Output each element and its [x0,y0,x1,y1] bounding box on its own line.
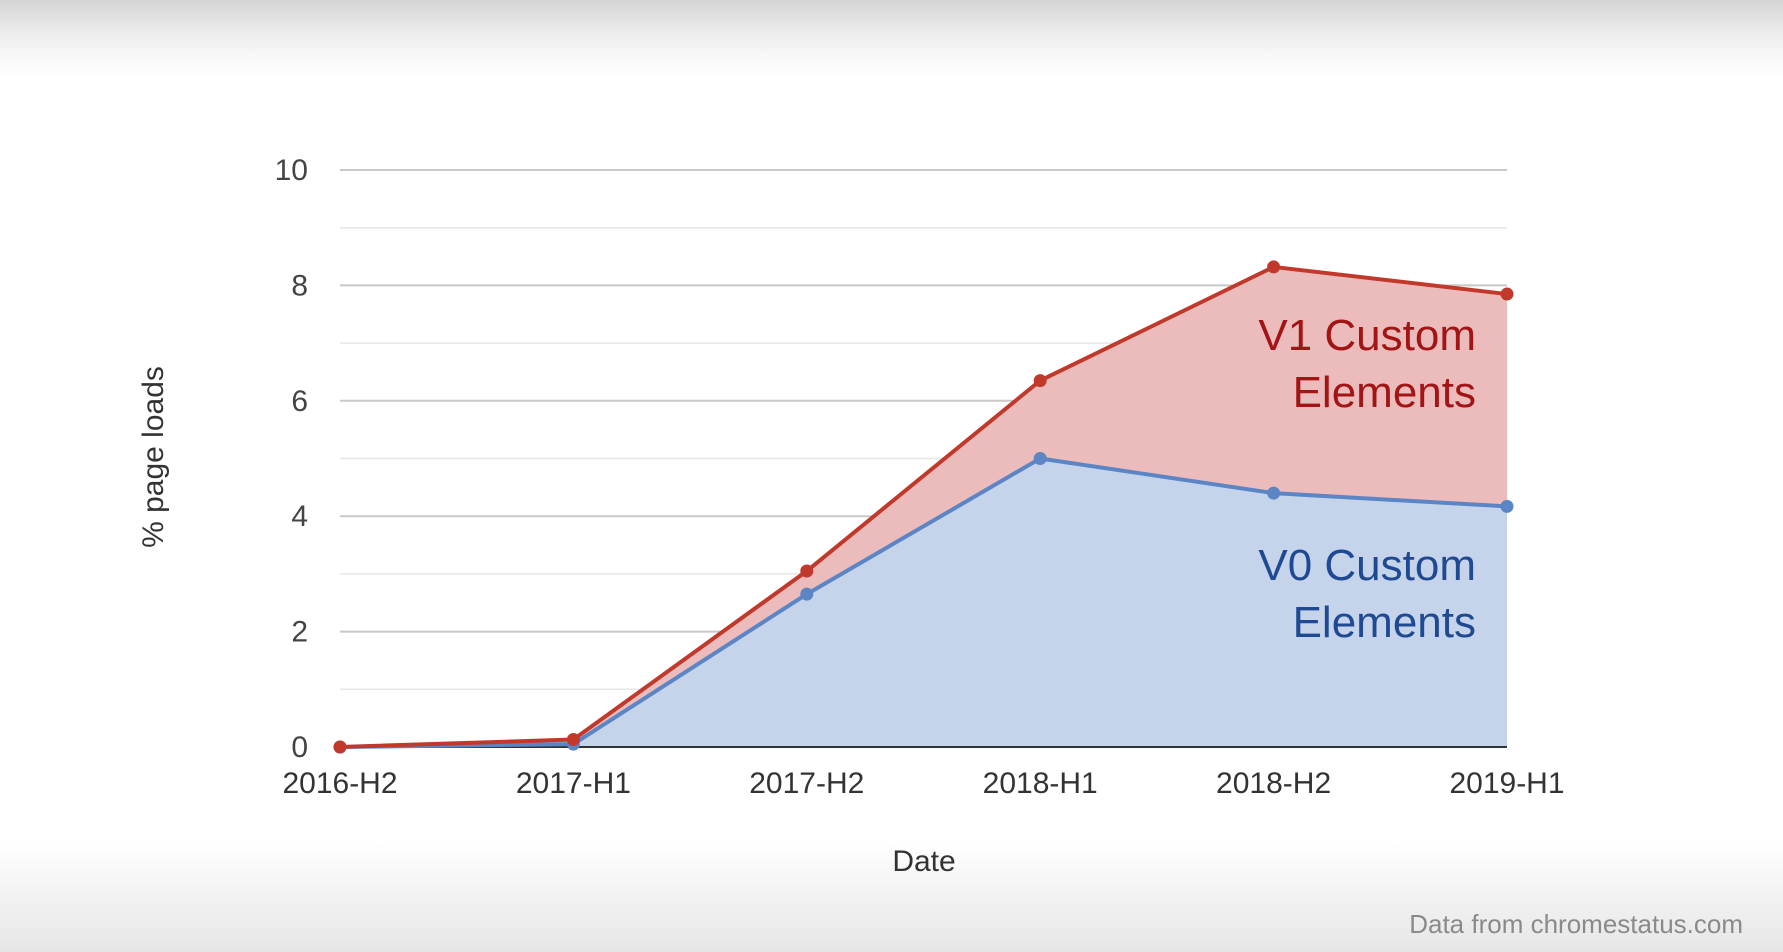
x-axis-label: Date [892,845,955,878]
y-tick-label: 10 [275,154,308,187]
series-labels: V0 Custom Elements V1 Custom Elements [1258,311,1476,647]
bottom-shade [0,842,1783,952]
point-v1-custom-elements [1267,260,1281,274]
point-v0-custom-elements [1267,486,1281,500]
source-note: Data from chromestatus.com [1409,909,1743,939]
point-v1-custom-elements [566,732,580,746]
area-v1-custom-elements [340,266,1507,747]
line-v1-custom-elements [339,264,1508,749]
y-tick-label: 6 [291,385,308,418]
data-points [333,260,1514,754]
y-tick-labels: 0 2 4 6 8 10 [275,154,308,764]
point-v1-custom-elements [333,740,347,754]
series-label-v0-custom-elements: Elements [1293,598,1476,647]
point-v1-custom-elements [1500,287,1514,301]
x-tick-label: 2018-H2 [1216,767,1331,800]
area-v0-custom-elements [340,458,1507,747]
x-tick-label: 2017-H1 [516,767,631,800]
x-tick-labels: 2016-H2 2017-H1 2017-H2 2018-H1 2018-H2 2019-… [282,767,1564,800]
point-v1-custom-elements [1033,374,1047,388]
x-tick-label: 2017-H2 [749,767,864,800]
point-v0-custom-elements [1500,499,1514,513]
point-v1-custom-elements [800,564,814,578]
y-tick-label: 4 [291,500,308,533]
point-v0-custom-elements [1033,452,1047,465]
y-tick-label: 8 [291,269,308,302]
x-tick-label: 2019-H1 [1449,767,1564,800]
series-label-v1-custom-elements: V1 Custom [1258,311,1476,360]
series-lines [339,264,1508,749]
y-tick-label: 0 [291,731,308,764]
y-axis-label: % page loads [137,366,170,548]
series-label-v0-custom-elements: V0 Custom [1258,541,1476,590]
line-v0-custom-elements [339,456,1508,749]
series-label-v1-custom-elements: Elements [1293,368,1476,417]
area-fills [340,266,1507,747]
top-shade [0,0,1783,80]
point-v0-custom-elements [800,587,814,601]
x-tick-label: 2018-H1 [983,767,1098,800]
y-tick-label: 2 [291,616,308,649]
x-tick-label: 2016-H2 [282,767,397,800]
